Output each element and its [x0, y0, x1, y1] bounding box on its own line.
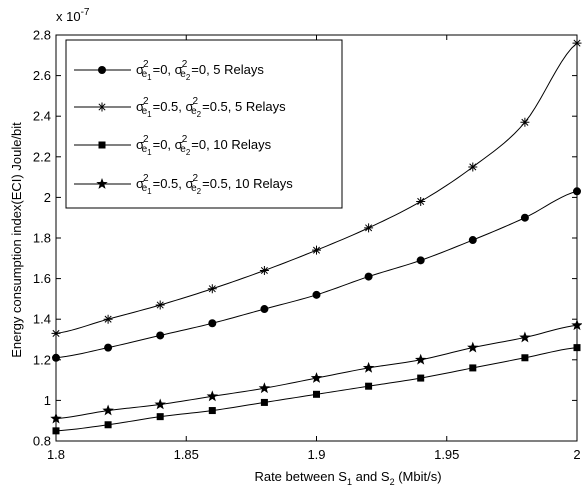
data-point — [208, 319, 217, 328]
x-tick-label: 2 — [573, 447, 580, 462]
x-title-part: and S — [352, 469, 390, 484]
y-tick-label: 1.4 — [33, 312, 51, 327]
x-title-part: (Mbit/s) — [395, 469, 442, 484]
series-4 — [50, 319, 582, 424]
data-point — [155, 300, 165, 310]
data-point — [260, 398, 268, 406]
y-tick-label: 1 — [44, 393, 51, 408]
data-point — [520, 213, 529, 222]
data-point — [469, 364, 477, 372]
data-point — [312, 245, 321, 255]
data-point — [258, 382, 271, 394]
x-tick-label: 1.9 — [307, 447, 325, 462]
data-point — [310, 372, 323, 383]
x-title-sub2: 2 — [390, 477, 395, 486]
y-tick-label: 1.8 — [33, 231, 51, 246]
y-tick-label: 2.8 — [33, 28, 51, 43]
y-tick-label: 2.6 — [33, 68, 51, 83]
series-line — [55, 190, 578, 359]
legend-entry: σ2 e1=0, σ2 e2=0, 5 Relays — [74, 59, 264, 82]
data-point — [417, 374, 425, 382]
series-1 — [52, 187, 581, 362]
legend-marker — [98, 141, 106, 149]
data-point — [260, 305, 269, 314]
y-tick-label: 2.4 — [33, 109, 51, 124]
legend-entry: σ2 e1=0.5, σ2 e2=0.5, 5 Relays — [74, 96, 286, 119]
legend-box — [65, 39, 343, 209]
x-tick-label: 1.85 — [174, 447, 199, 462]
data-point — [521, 354, 529, 362]
data-point — [154, 398, 166, 410]
data-point — [362, 361, 375, 373]
data-point — [520, 117, 530, 127]
legend-marker — [96, 178, 108, 189]
x-tick-label: 1.8 — [47, 447, 65, 462]
data-point — [416, 256, 425, 265]
data-point — [104, 421, 112, 429]
x-axis-title: Rate between S1 and S2 (Mbit/s) — [254, 469, 441, 486]
data-point — [156, 331, 165, 340]
data-point — [156, 413, 164, 421]
y-tick-label: 0.8 — [33, 434, 51, 449]
data-point — [206, 390, 219, 402]
data-point — [467, 341, 479, 353]
series-lines — [50, 38, 582, 435]
y-exponent-base: x 10 — [56, 9, 81, 24]
data-point — [519, 331, 531, 343]
legend-marker — [98, 66, 106, 74]
axis-ticks: 1.8 1.85 1.9 1.95 2 0.8 1 1.2 1.4 1.6 1.8 2 2.2 2.4 2.… — [33, 28, 581, 463]
y-exponent-power: -7 — [81, 7, 90, 18]
data-point — [313, 390, 320, 398]
data-point — [104, 343, 113, 352]
data-point — [468, 236, 477, 245]
legend-entry: σ2 e1=0, σ2 e2=0, 10 Relays — [74, 134, 272, 157]
y-axis-title: Energy consumption index(ECI) Joule/bit — [9, 122, 24, 358]
data-point — [416, 196, 426, 206]
legend-label: σ2 e1=0, σ2 e2=0, 10 Relays — [136, 134, 272, 157]
y-tick-label: 1.2 — [33, 352, 51, 367]
data-point — [207, 284, 217, 294]
y-tick-label: 2 — [44, 190, 51, 205]
data-point — [208, 407, 216, 415]
data-point — [365, 382, 373, 390]
series-line — [55, 324, 578, 420]
y-tick-label: 1.6 — [33, 271, 51, 286]
data-point — [364, 223, 374, 233]
data-point — [468, 162, 478, 172]
y-axis-exponent: x 10-7 — [56, 7, 90, 24]
data-point — [259, 265, 269, 275]
x-title-part: Rate between S — [254, 469, 347, 484]
y-tick-label: 2.2 — [33, 149, 51, 164]
series-3 — [52, 344, 581, 435]
legend-entry: σ2 e1=0.5, σ2 e2=0.5, 10 Relays — [74, 173, 293, 196]
legend-label: σ2 e1=0, σ2 e2=0, 5 Relays — [136, 59, 264, 82]
x-title-sub1: 1 — [347, 477, 352, 486]
data-point — [103, 314, 113, 324]
x-tick-label: 1.95 — [434, 447, 459, 462]
legend-label: σ2 e1=0.5, σ2 e2=0.5, 5 Relays — [136, 96, 286, 119]
series-line — [55, 347, 578, 432]
data-point — [312, 290, 321, 299]
plot-frame — [55, 34, 578, 442]
legend-marker — [97, 102, 107, 112]
data-point — [102, 404, 114, 416]
legend: σ2 e1=0, σ2 e2=0, 5 Relays σ2 e1=0.5, σ2 e2=0… — [65, 39, 343, 209]
data-point — [414, 353, 427, 365]
legend-label: σ2 e1=0.5, σ2 e2=0.5, 10 Relays — [136, 173, 293, 196]
data-point — [364, 272, 373, 281]
